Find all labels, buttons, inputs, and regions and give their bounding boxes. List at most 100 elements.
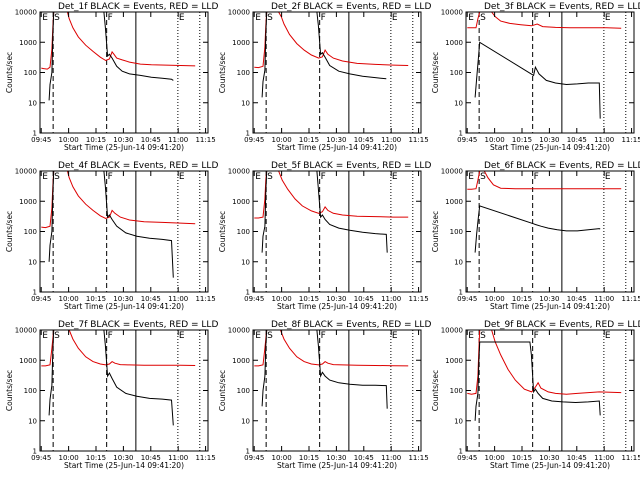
x-tick-label: 10:45 — [354, 295, 374, 303]
series-events — [474, 341, 601, 421]
y-tick-label: 10000 — [15, 9, 37, 17]
x-axis-label: Start Time (25-Jun-14 09:41:20) — [490, 143, 610, 152]
x-tick-label: 11:15 — [195, 136, 215, 144]
x-tick-label: 11:15 — [408, 454, 428, 462]
x-tick-label: 10:30 — [539, 454, 559, 462]
y-tick-label: 1000 — [19, 357, 37, 365]
y-axis-label: Counts/sec — [5, 52, 14, 93]
event-marker-label: F — [321, 172, 326, 182]
x-tick-label: 10:45 — [141, 454, 161, 462]
series-lld — [467, 12, 622, 29]
detector-panel-5: 09:45 10:00 10:15 10:30 10:45 11:00 11:15 1 10 10… — [218, 161, 431, 311]
event-marker-label: S — [480, 172, 486, 182]
y-tick-label: 100 — [24, 228, 37, 236]
event-marker-label: F — [534, 13, 539, 23]
x-tick-label: 09:45 — [457, 136, 477, 144]
x-tick-label: 10:30 — [113, 454, 133, 462]
detector-panel-9: 09:45 10:00 10:15 10:30 10:45 11:00 11:15 1 10 10… — [431, 320, 640, 470]
chart-title: Det_5f BLACK = Events, RED = LLD — [271, 161, 431, 171]
series-events — [474, 205, 601, 253]
y-tick-label: 10 — [28, 99, 37, 107]
series-lld — [254, 12, 409, 69]
y-tick-label: 10000 — [15, 327, 37, 335]
y-tick-label: 1000 — [232, 39, 250, 47]
x-tick-label: 11:15 — [195, 454, 215, 462]
series-lld — [467, 171, 622, 190]
x-tick-label: 11:15 — [195, 295, 215, 303]
y-tick-label: 10 — [241, 258, 250, 266]
x-tick-label: 11:15 — [621, 295, 640, 303]
event-marker-label: E — [605, 331, 611, 341]
x-tick-label: 11:00 — [168, 454, 188, 462]
y-axis-label: Counts/sec — [218, 370, 227, 411]
x-tick-label: 10:15 — [86, 136, 106, 144]
x-axis-label: Start Time (25-Jun-14 09:41:20) — [490, 461, 610, 470]
x-tick-label: 09:45 — [244, 454, 264, 462]
x-tick-label: 11:15 — [621, 136, 640, 144]
event-marker-label: F — [108, 331, 113, 341]
plot-frame — [465, 11, 635, 134]
event-marker-label: E — [605, 13, 611, 23]
x-tick-label: 10:00 — [485, 295, 505, 303]
x-tick-label: 09:45 — [244, 136, 264, 144]
x-tick-label: 11:15 — [408, 295, 428, 303]
series-lld — [254, 330, 409, 367]
x-tick-label: 10:15 — [512, 295, 532, 303]
x-tick-label: 10:15 — [299, 454, 319, 462]
y-tick-label: 1 — [459, 448, 463, 456]
y-tick-label: 10 — [454, 417, 463, 425]
x-tick-label: 10:45 — [567, 454, 587, 462]
x-tick-label: 10:00 — [272, 136, 292, 144]
event-marker-label: S — [480, 13, 486, 23]
event-marker-label: S — [267, 331, 273, 341]
x-tick-label: 10:30 — [113, 295, 133, 303]
x-tick-label: 10:30 — [326, 454, 346, 462]
x-axis-label: Start Time (25-Jun-14 09:41:20) — [64, 461, 184, 470]
y-tick-label: 10000 — [441, 327, 463, 335]
x-tick-label: 11:00 — [594, 136, 614, 144]
event-marker-label: E — [392, 13, 398, 23]
x-axis-label: Start Time (25-Jun-14 09:41:20) — [64, 302, 184, 311]
chart-title: Det_1f BLACK = Events, RED = LLD — [58, 2, 218, 12]
y-axis-label: Counts/sec — [431, 211, 440, 252]
x-tick-label: 09:45 — [31, 454, 51, 462]
x-tick-label: 10:15 — [299, 136, 319, 144]
detector-panel-7: 09:45 10:00 10:15 10:30 10:45 11:00 11:15 1 10 10… — [5, 320, 218, 470]
x-tick-label: 11:00 — [594, 454, 614, 462]
y-tick-label: 10000 — [441, 168, 463, 176]
y-axis-label: Counts/sec — [5, 211, 14, 252]
detector-panel-3: 09:45 10:00 10:15 10:30 10:45 11:00 11:15 1 10 10… — [431, 2, 640, 152]
y-tick-label: 10000 — [228, 327, 250, 335]
plot-frame — [465, 329, 635, 452]
x-tick-label: 10:45 — [141, 295, 161, 303]
y-axis-label: Counts/sec — [431, 370, 440, 411]
y-tick-label: 1 — [33, 289, 37, 297]
x-tick-label: 11:00 — [168, 136, 188, 144]
y-tick-label: 1 — [246, 448, 250, 456]
y-tick-label: 100 — [24, 387, 37, 395]
y-tick-label: 1000 — [19, 198, 37, 206]
series-lld — [41, 12, 196, 70]
x-axis-label: Start Time (25-Jun-14 09:41:20) — [277, 302, 397, 311]
y-tick-label: 10 — [454, 258, 463, 266]
event-marker-label: E — [605, 172, 611, 182]
event-marker-label: F — [321, 13, 326, 23]
y-axis-label: Counts/sec — [431, 52, 440, 93]
x-tick-label: 10:15 — [86, 454, 106, 462]
y-tick-label: 1 — [246, 130, 250, 138]
x-tick-label: 11:00 — [381, 136, 401, 144]
x-tick-label: 10:00 — [485, 136, 505, 144]
event-marker-label: E — [255, 331, 261, 341]
y-axis-label: Counts/sec — [5, 370, 14, 411]
x-tick-label: 10:00 — [272, 295, 292, 303]
series-events — [261, 171, 388, 253]
y-tick-label: 1 — [33, 130, 37, 138]
x-tick-label: 09:45 — [244, 295, 264, 303]
event-marker-label: E — [392, 172, 398, 182]
event-marker-label: S — [267, 13, 273, 23]
x-tick-label: 10:00 — [272, 454, 292, 462]
chart-title: Det_6f BLACK = Events, RED = LLD — [484, 161, 640, 171]
x-axis-label: Start Time (25-Jun-14 09:41:20) — [277, 143, 397, 152]
y-tick-label: 100 — [450, 69, 463, 77]
